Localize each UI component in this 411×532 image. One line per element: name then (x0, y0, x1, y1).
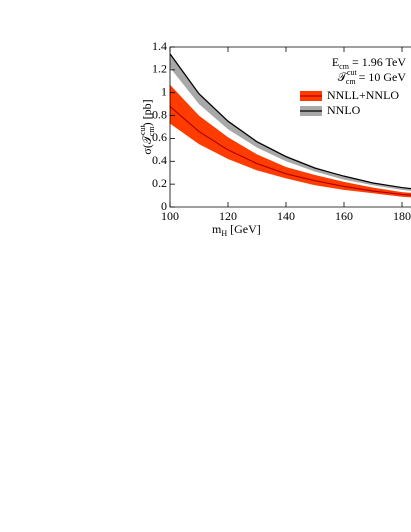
legend-label: NNLL+NNLO (327, 88, 399, 102)
x-axis-label-sub: H (221, 229, 227, 238)
annotation: Ecm = 1.96 TeV (332, 55, 406, 71)
x-tick-label: 180 (393, 209, 411, 223)
annotation-main: 𝒯 (338, 70, 349, 84)
x-axis-label-main: m (212, 222, 222, 236)
y-axis-label-sup: cut (138, 124, 147, 135)
x-axis-label-rest: [GeV] (227, 222, 261, 236)
annotation-sub: cm (339, 62, 350, 71)
y-tick-label: 0.6 (152, 130, 167, 144)
y-tick-label: 1.4 (152, 39, 167, 53)
x-tick-label: 160 (335, 209, 353, 223)
annotation-sup: cut (347, 68, 358, 77)
x-tick-label: 140 (277, 209, 295, 223)
legend-label: NNLO (327, 103, 361, 117)
x-axis-label: mH [GeV] (212, 222, 261, 238)
y-tick-label: 0.2 (152, 176, 167, 190)
y-tick-label: 1.2 (152, 62, 167, 76)
line (169, 105, 411, 196)
y-tick-label: 1 (161, 84, 167, 98)
annotation-main: E (332, 55, 339, 69)
y-axis-label-main: σ(𝒯 (140, 133, 154, 154)
annotation-rest: = 10 GeV (356, 70, 407, 84)
y-axis-label-rest: ) [pb] (140, 99, 154, 126)
y-axis-label-sub: cm (147, 126, 156, 137)
frame (169, 46, 411, 208)
x-tick-label: 120 (219, 209, 237, 223)
x-tick-label: 100 (161, 209, 179, 223)
y-tick-label: 0 (161, 199, 167, 213)
annotation: 𝒯cut cm = 10 GeV (338, 68, 407, 86)
y-axis-label: σ(𝒯cutcm) [pb] (138, 99, 156, 154)
annotation-sub: cm (346, 77, 357, 86)
annotation-rest: = 1.96 TeV (349, 55, 406, 69)
y-tick-label: 0.4 (152, 153, 167, 167)
line (169, 53, 411, 190)
y-tick-label: 0.8 (152, 107, 167, 121)
